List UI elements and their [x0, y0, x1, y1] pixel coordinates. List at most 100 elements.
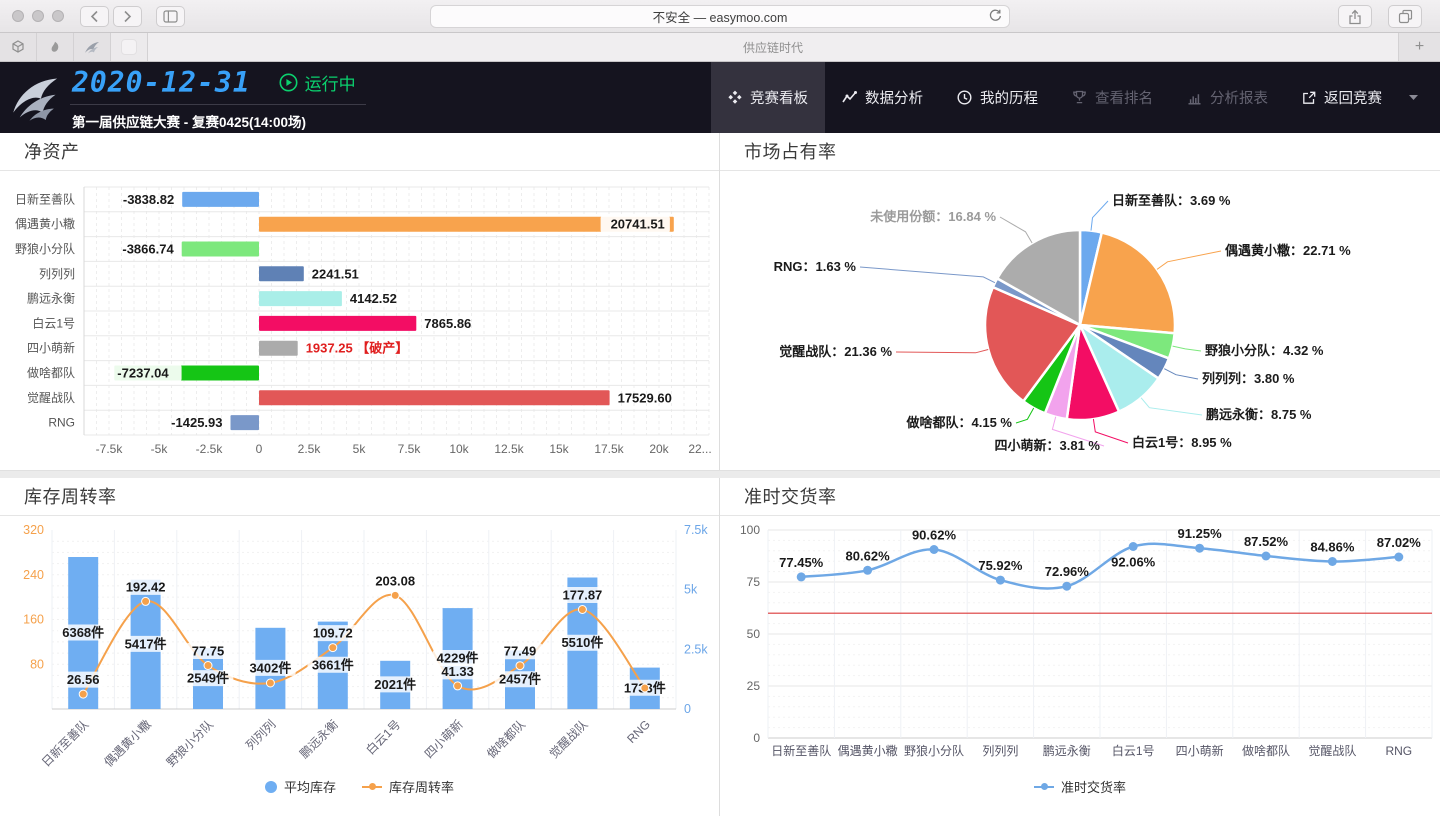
svg-text:偶遇黄小糤: 偶遇黄小糤: [101, 717, 154, 770]
svg-text:-3838.82: -3838.82: [123, 192, 174, 207]
svg-text:2.5k: 2.5k: [298, 442, 322, 456]
svg-text:192.42: 192.42: [126, 579, 166, 594]
active-tab-title: 供应链时代: [742, 40, 803, 55]
external-link-icon: [1303, 91, 1316, 104]
svg-text:做啥都队: 做啥都队: [1242, 743, 1290, 758]
back-button[interactable]: [80, 5, 109, 27]
svg-text:野狼小分队: 野狼小分队: [163, 717, 216, 770]
net-assets-panel: 净资产 -7.5k -5k -2.5k 0 2.5k 5k 7.5k 10k 12.5k 15k 1…: [0, 133, 719, 470]
svg-text:做啥都队：4.15 %: 做啥都队：4.15 %: [906, 415, 1013, 430]
nav-item-ranking[interactable]: 查看排名: [1055, 62, 1170, 133]
svg-text:2457件: 2457件: [499, 672, 541, 687]
svg-text:7.5k: 7.5k: [398, 442, 422, 456]
svg-text:77.75: 77.75: [192, 644, 225, 659]
svg-text:-3866.74: -3866.74: [122, 242, 174, 257]
svg-text:白云1号: 白云1号: [363, 717, 404, 758]
nav-more-dropdown[interactable]: [1399, 62, 1440, 133]
history-icon: [957, 90, 972, 105]
main-nav: 竞赛看板 数据分析 我的历程 查看排名 分析报表 返回竞赛: [711, 62, 1440, 133]
reload-button[interactable]: [988, 9, 1002, 23]
svg-text:15k: 15k: [549, 442, 569, 456]
svg-text:做啥都队: 做啥都队: [27, 365, 75, 380]
svg-text:列列列: 列列列: [243, 717, 278, 752]
share-button[interactable]: [1338, 5, 1372, 28]
active-tab[interactable]: 供应链时代: [148, 33, 1398, 61]
svg-text:22...: 22...: [688, 442, 711, 456]
nav-label: 分析报表: [1210, 91, 1268, 107]
pinned-tab-1[interactable]: [0, 33, 37, 61]
svg-text:白云1号: 白云1号: [1112, 743, 1155, 758]
nav-item-my-history[interactable]: 我的历程: [940, 62, 1055, 133]
svg-text:1937.25 【破产】: 1937.25 【破产】: [306, 341, 409, 356]
svg-text:鹏远永衡: 鹏远永衡: [297, 717, 341, 761]
svg-text:92.06%: 92.06%: [1111, 555, 1156, 570]
legend-item-avg-stock[interactable]: 平均库存: [264, 777, 336, 796]
close-window-button[interactable]: [12, 10, 24, 22]
zoom-window-button[interactable]: [52, 10, 64, 22]
svg-text:0: 0: [684, 702, 691, 716]
svg-text:-2.5k: -2.5k: [196, 442, 224, 456]
pinned-tab-3[interactable]: [74, 33, 111, 61]
pinned-tab-4-active[interactable]: [111, 33, 148, 61]
svg-text:12.5k: 12.5k: [494, 442, 524, 456]
nav-item-dashboard[interactable]: 竞赛看板: [711, 62, 825, 133]
svg-text:4229件: 4229件: [437, 651, 479, 666]
chevron-down-icon: [1409, 95, 1418, 100]
status-label: 运行中: [304, 75, 356, 94]
svg-text:160: 160: [23, 613, 44, 627]
nav-item-report[interactable]: 分析报表: [1170, 62, 1285, 133]
chevron-left-icon: [90, 10, 98, 22]
svg-text:偶遇黄小糤：22.71 %: 偶遇黄小糤：22.71 %: [1225, 243, 1351, 258]
address-bar[interactable]: 不安全 — easymoo.com: [430, 5, 1010, 28]
svg-text:87.52%: 87.52%: [1244, 534, 1289, 549]
svg-text:5k: 5k: [684, 583, 698, 597]
svg-text:觉醒战队：21.36 %: 觉醒战队：21.36 %: [779, 344, 892, 359]
app-logo-wing-icon: [13, 78, 58, 121]
svg-text:2241.51: 2241.51: [312, 266, 359, 281]
delivery-legend: 准时交货率: [720, 777, 1440, 796]
legend-item-turnover[interactable]: 库存周转率: [362, 777, 454, 796]
inventory-turnover-panel: 库存周转率 320 240 160 80 7.5k 5k 2.5k 0 6368件 5417件 25…: [0, 478, 719, 816]
match-title: 第一届供应链大赛 - 复赛0425(14:00场): [72, 115, 307, 130]
nav-item-back-to-contest[interactable]: 返回竞赛: [1285, 62, 1399, 133]
svg-text:87.02%: 87.02%: [1377, 535, 1422, 550]
sidebar-icon: [163, 9, 178, 23]
market-share-panel: 市场占有率 日新至善队：3.69 % 偶遇黄小糤：22.71 % 野狼小分队：4.3…: [720, 133, 1440, 470]
svg-text:72.96%: 72.96%: [1045, 564, 1090, 579]
status-running: 运行中: [279, 70, 356, 95]
svg-text:177.87: 177.87: [563, 588, 603, 603]
svg-text:四小萌新: 四小萌新: [421, 717, 466, 762]
tabs-overview-button[interactable]: [1388, 5, 1422, 28]
svg-text:2549件: 2549件: [187, 671, 229, 686]
on-time-delivery-title: 准时交货率: [720, 478, 1440, 516]
reload-icon: [989, 9, 1002, 21]
legend-line-icon: [362, 783, 382, 790]
svg-text:日新至善队: 日新至善队: [771, 743, 831, 758]
svg-text:3402件: 3402件: [249, 660, 291, 675]
svg-text:75: 75: [747, 575, 761, 589]
svg-text:鹏远永衡: 鹏远永衡: [27, 292, 75, 306]
svg-text:觉醒战队: 觉醒战队: [1308, 743, 1356, 758]
legend-item-delivery-rate[interactable]: 准时交货率: [1033, 777, 1126, 796]
forward-button[interactable]: [113, 5, 142, 27]
minimize-window-button[interactable]: [32, 10, 44, 22]
svg-text:列列列: 列列列: [39, 267, 75, 281]
svg-text:20k: 20k: [649, 442, 669, 456]
app-header: 2020-12-31 运行中 第一届供应链大赛 - 复赛0425(14:00场)…: [0, 62, 1440, 133]
sidebar-toggle-button[interactable]: [156, 5, 185, 27]
svg-text:RNG: RNG: [48, 416, 75, 430]
svg-text:5510件: 5510件: [561, 635, 603, 650]
tabs-overview-icon: [1398, 9, 1412, 24]
svg-text:日新至善队：3.69 %: 日新至善队：3.69 %: [1112, 193, 1231, 208]
svg-text:91.25%: 91.25%: [1178, 526, 1223, 541]
svg-text:RNG: RNG: [624, 717, 653, 746]
wing-favicon-icon: [85, 41, 99, 53]
net-assets-chart: -7.5k -5k -2.5k 0 2.5k 5k 7.5k 10k 12.5k 15k 17.5k…: [0, 172, 719, 470]
nav-item-data-analysis[interactable]: 数据分析: [825, 62, 940, 133]
on-time-delivery-chart: 100 75 50 25 0 77.45% 80.62% 90.62% 75.92% 72.96%…: [720, 517, 1440, 816]
pinned-tab-2[interactable]: [37, 33, 74, 61]
nav-label: 数据分析: [865, 91, 923, 107]
new-tab-button[interactable]: +: [1398, 33, 1440, 61]
svg-text:5417件: 5417件: [125, 636, 167, 651]
nav-label: 返回竞赛: [1324, 91, 1382, 107]
